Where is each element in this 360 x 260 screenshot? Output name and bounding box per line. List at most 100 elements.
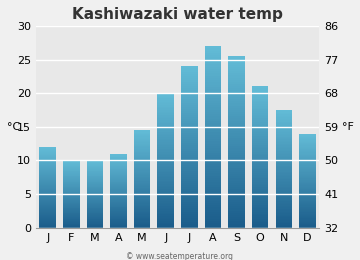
Bar [252, 159, 269, 161]
Bar [228, 56, 245, 58]
Bar [252, 223, 269, 224]
Bar [40, 164, 56, 165]
Bar [299, 225, 316, 227]
Bar [87, 194, 103, 195]
Bar [205, 205, 221, 207]
Bar [205, 57, 221, 60]
Bar [252, 212, 269, 214]
Bar [63, 178, 80, 179]
Bar [299, 199, 316, 201]
Bar [134, 207, 150, 208]
Bar [252, 106, 269, 108]
Bar [299, 191, 316, 192]
Bar [181, 171, 198, 173]
Bar [228, 129, 245, 131]
Bar [252, 102, 269, 104]
Bar [205, 180, 221, 182]
Bar [63, 202, 80, 203]
Bar [252, 108, 269, 109]
Bar [134, 162, 150, 163]
Bar [40, 224, 56, 225]
Bar [275, 123, 292, 125]
Bar [87, 199, 103, 200]
Bar [63, 186, 80, 187]
Bar [205, 153, 221, 155]
Bar [275, 153, 292, 154]
Bar [87, 189, 103, 190]
Bar [181, 82, 198, 84]
Bar [181, 141, 198, 143]
Bar [40, 219, 56, 220]
Bar [40, 182, 56, 183]
Bar [134, 163, 150, 164]
Bar [228, 93, 245, 95]
Bar [181, 90, 198, 93]
Bar [110, 191, 127, 192]
Bar [205, 155, 221, 157]
Bar [40, 176, 56, 177]
Bar [63, 210, 80, 211]
Bar [252, 203, 269, 205]
Bar [228, 82, 245, 84]
Bar [110, 198, 127, 199]
Bar [63, 211, 80, 212]
Bar [181, 129, 198, 131]
Bar [87, 190, 103, 191]
Bar [299, 214, 316, 215]
Bar [134, 136, 150, 138]
Bar [228, 95, 245, 97]
Bar [275, 163, 292, 165]
Bar [299, 148, 316, 149]
Bar [252, 164, 269, 166]
Bar [228, 88, 245, 90]
Bar [275, 222, 292, 223]
Bar [63, 193, 80, 194]
Bar [134, 183, 150, 184]
Bar [40, 206, 56, 207]
Bar [110, 160, 127, 161]
Bar [134, 189, 150, 190]
Bar [134, 200, 150, 201]
Bar [134, 203, 150, 205]
Y-axis label: °C: °C [6, 122, 20, 132]
Bar [205, 141, 221, 144]
Bar [299, 178, 316, 179]
Bar [63, 161, 80, 162]
Bar [40, 147, 56, 148]
Bar [205, 221, 221, 223]
Bar [134, 159, 150, 161]
Bar [205, 123, 221, 126]
Bar [87, 220, 103, 221]
Bar [205, 101, 221, 103]
Bar [299, 188, 316, 189]
Bar [134, 192, 150, 194]
Bar [181, 88, 198, 90]
Bar [110, 159, 127, 160]
Bar [134, 213, 150, 214]
Bar [205, 148, 221, 151]
Bar [181, 105, 198, 107]
Bar [275, 125, 292, 126]
Bar [275, 129, 292, 131]
Bar [299, 151, 316, 152]
Bar [110, 164, 127, 165]
Bar [134, 222, 150, 223]
Bar [134, 223, 150, 224]
Bar [134, 168, 150, 169]
Bar [252, 224, 269, 226]
Bar [63, 223, 80, 224]
Bar [252, 210, 269, 212]
Bar [157, 164, 174, 166]
Bar [275, 190, 292, 191]
Bar [205, 157, 221, 160]
Bar [228, 121, 245, 123]
Bar [157, 174, 174, 176]
Bar [63, 224, 80, 225]
Bar [157, 199, 174, 201]
Bar [40, 197, 56, 198]
Bar [134, 142, 150, 144]
Bar [87, 209, 103, 210]
Bar [299, 192, 316, 194]
Bar [228, 146, 245, 148]
Bar [134, 202, 150, 203]
